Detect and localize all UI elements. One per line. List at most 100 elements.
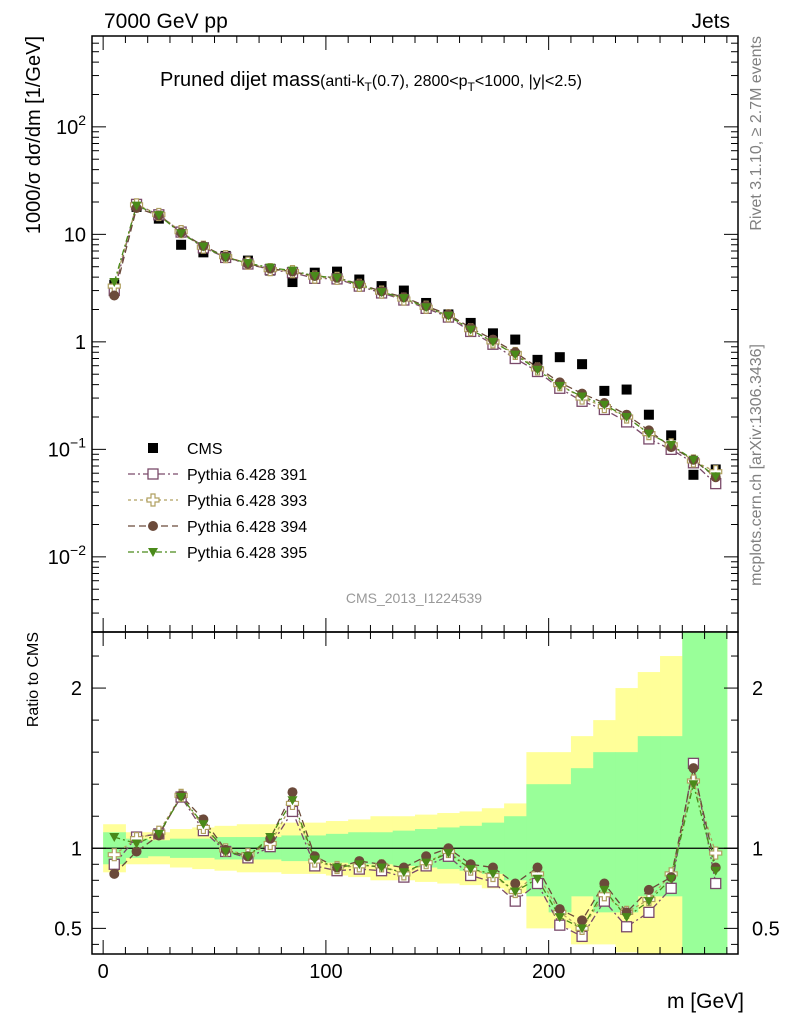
pythia-6-428-395-ratio-point	[465, 865, 476, 875]
pythia-6-428-394-ratio-point	[577, 915, 588, 926]
title-subscript: T	[365, 80, 373, 94]
legend-label: Pythia 6.428 393	[187, 493, 307, 510]
pythia-6-428-395-point	[599, 400, 610, 410]
pythia-6-428-395-point	[354, 280, 365, 290]
cms-point	[287, 277, 298, 288]
pythia-6-428-395-point	[532, 365, 543, 375]
pythia-6-428-395-ratio-point	[332, 863, 343, 873]
legend-label: Pythia 6.428 394	[187, 519, 307, 536]
pythia-6-428-395-ratio-point	[421, 858, 432, 868]
ratio-y-tick-label: 0.5	[54, 918, 82, 940]
ratio-axes: 0.5 0.5 1 1 2 2 0 100 200	[54, 632, 780, 983]
pythia-6-428-395-point	[710, 472, 721, 482]
pythia-6-428-395-point	[421, 303, 432, 313]
pythia-6-428-395-point	[153, 211, 164, 221]
ratio-inner-band	[637, 736, 661, 897]
x-tick-label: 100	[309, 961, 342, 983]
pythia-6-428-395-point	[688, 455, 699, 465]
title-subtext-part: (anti-k	[320, 73, 365, 90]
pythia-6-428-394-ratio-point	[510, 878, 521, 889]
pythia-6-428-395-ratio-point	[643, 897, 654, 907]
cms-point	[688, 469, 699, 480]
ratio-ylabel: Ratio to CMS	[25, 632, 42, 727]
pythia-6-428-393-ratio-point	[709, 846, 723, 860]
pythia-6-428-395-ratio-point	[443, 849, 454, 859]
pythia-6-428-395-ratio-point	[354, 860, 365, 870]
pythia-6-428-394-ratio-point	[532, 862, 543, 873]
ratio-inner-band	[615, 752, 639, 913]
legend-label: Pythia 6.428 391	[187, 467, 307, 484]
pythia-6-428-395-point	[220, 253, 231, 263]
x-axis-label: m [GeV]	[667, 990, 744, 1013]
pythia-6-428-395-ratio-point	[153, 829, 164, 839]
title-subtext-part: <1000, |y|<2.5)	[475, 73, 582, 90]
analysis-id-label: CMS_2013_I1224539	[346, 590, 482, 606]
pythia-6-428-395-line	[113, 204, 717, 477]
pythia-6-428-395-point	[376, 288, 387, 298]
pythia-6-428-395-point	[332, 273, 343, 283]
pythia-6-428-394-ratio-point	[109, 868, 120, 879]
ratio-inner-band	[593, 752, 616, 913]
pythia-6-428-395-ratio-point	[131, 839, 142, 849]
pythia-6-428-394-ratio-point	[131, 846, 142, 857]
pythia-6-428-395-point	[666, 440, 677, 450]
pythia-6-428-395-ratio-line	[114, 784, 717, 930]
tick-base: 10	[56, 117, 78, 139]
pythia-6-428-394-point	[109, 290, 120, 301]
pythia-6-428-395-point	[287, 266, 298, 276]
pythia-6-428-395-ratio-point	[510, 887, 521, 897]
cms-point	[332, 266, 343, 277]
pythia-6-428-395-ratio-point	[242, 852, 253, 862]
pythia-6-428-395-ratio-point	[577, 924, 588, 934]
cms-point	[398, 285, 409, 296]
pythia-6-428-395-point	[487, 337, 498, 347]
cms-point	[487, 328, 498, 339]
pythia-6-428-395-ratio-point	[109, 833, 120, 843]
pythia-6-428-394-ratio-point	[554, 904, 565, 915]
pythia-6-428-395-ratio-point	[554, 913, 565, 923]
main-title-subtext: (anti-kT(0.7), 2800<pT<1000, |y|<2.5)	[320, 73, 582, 94]
cms-point	[599, 385, 610, 396]
cms-point	[643, 409, 654, 420]
legend-marker	[148, 443, 158, 453]
cms-point	[532, 354, 543, 365]
main-title-text: Pruned dijet mass	[160, 69, 320, 91]
pythia-6-428-391-ratio-point	[710, 877, 722, 890]
pythia-6-428-395-point	[443, 311, 454, 321]
pythia-6-428-395-ratio-point	[376, 863, 387, 873]
pythia-6-428-394-ratio-point	[643, 884, 654, 895]
pythia-6-428-393-ratio-point	[107, 848, 121, 862]
ratio-y-tick-label-right: 2	[752, 678, 763, 700]
cms-point	[176, 239, 187, 250]
pythia-6-428-394-ratio-line	[113, 768, 717, 922]
pythia-6-428-395-ratio-point	[220, 847, 231, 857]
tick-exponent: 2	[78, 112, 86, 128]
ratio-plot-area	[92, 632, 738, 954]
tick-base: 10	[48, 547, 70, 569]
x-tick-label: 200	[532, 961, 565, 983]
title-subscript: T	[468, 80, 476, 94]
x-tick-label: 0	[98, 961, 109, 983]
pythia-6-428-395-point	[131, 201, 142, 211]
legend-marker	[147, 468, 159, 480]
cms-point	[554, 352, 565, 363]
cms-point	[510, 334, 521, 345]
pythia-6-428-395-ratio-point	[599, 885, 610, 895]
pythia-6-428-391-ratio-point	[643, 906, 655, 918]
collision-label: 7000 GeV pp	[104, 10, 228, 33]
ratio-panel: 0.5 0.5 1 1 2 2 0 100 200 Ratio to CMS m [GeV]	[25, 631, 780, 1013]
ratio-y-tick-label: 1	[71, 838, 82, 860]
pythia-6-428-395-ratio-point	[487, 869, 498, 879]
title-subtext-part: (0.7), 2800<p	[372, 73, 468, 90]
pythia-6-428-395-ratio-point	[176, 793, 187, 803]
ratio-inner-band	[704, 632, 728, 954]
pythia-6-428-395-point	[621, 412, 632, 422]
pythia-6-428-395-point	[465, 325, 476, 335]
pythia-6-428-391-ratio-point	[620, 921, 633, 933]
main-y-tick-label: 102	[56, 112, 86, 139]
legend-label: Pythia 6.428 395	[187, 545, 307, 562]
legend-marker	[148, 548, 158, 557]
